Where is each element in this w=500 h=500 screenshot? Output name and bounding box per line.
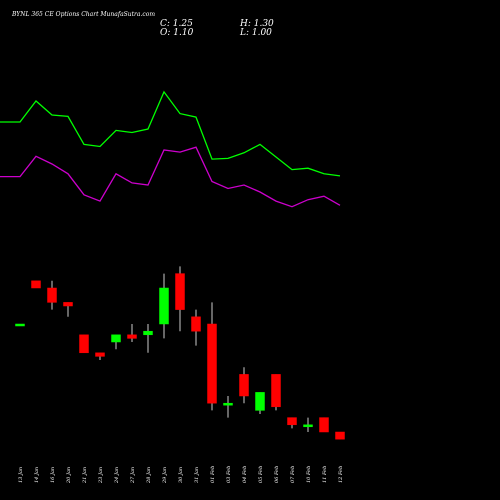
x-tick-label: 04 Feb xyxy=(242,466,248,483)
candle-body xyxy=(191,316,201,332)
x-tick-label: 16 Jan xyxy=(50,467,56,483)
x-axis-ticks: 13 Jan 14 Jan 16 Jan 20 Jan 21 Jan 23 Jan 24 J… xyxy=(18,466,344,484)
candle-body xyxy=(287,417,297,426)
x-tick-label: 30 Jan xyxy=(178,467,184,483)
high-value: H: 1.30 xyxy=(240,19,274,29)
candle xyxy=(223,396,233,418)
candle-body xyxy=(63,302,73,307)
candle xyxy=(191,309,201,346)
candle-body xyxy=(255,392,265,411)
candle xyxy=(255,392,265,414)
candle-body xyxy=(79,334,89,354)
upper-band-line xyxy=(0,90,341,177)
candle xyxy=(175,266,185,332)
candle-body xyxy=(111,334,121,343)
bands-layer xyxy=(0,90,341,208)
x-tick-label: 11 Feb xyxy=(322,466,328,483)
candle xyxy=(159,273,169,339)
candle xyxy=(31,280,41,289)
x-tick-label: 01 Feb xyxy=(210,466,216,483)
candle-body xyxy=(47,287,57,303)
candle-body xyxy=(239,374,249,397)
candle-body xyxy=(31,280,41,289)
x-tick-label: 29 Jan xyxy=(162,467,168,484)
candle xyxy=(63,302,73,317)
x-tick-label: 24 Jan xyxy=(114,467,120,484)
x-tick-label: 23 Jan xyxy=(98,467,104,484)
candle xyxy=(15,323,25,327)
candle xyxy=(335,431,345,440)
x-tick-label: 31 Jan xyxy=(194,467,200,483)
close-value: C: 1.25 xyxy=(160,19,193,29)
low-value: L: 1.00 xyxy=(240,28,272,38)
x-tick-label: 06 Feb xyxy=(274,466,280,483)
x-tick-label: 21 Jan xyxy=(82,467,88,484)
candle-body xyxy=(15,323,25,327)
x-tick-label: 07 Feb xyxy=(290,466,296,483)
candle xyxy=(111,334,121,350)
candle xyxy=(79,334,89,354)
candle-body xyxy=(127,334,137,339)
candle-body xyxy=(207,323,217,404)
x-tick-label: 27 Jan xyxy=(130,467,136,484)
x-tick-label: 14 Jan xyxy=(34,467,40,483)
lower-band-line xyxy=(0,146,341,208)
candle xyxy=(127,324,137,342)
x-tick-label: 05 Feb xyxy=(258,466,264,483)
open-value: O: 1.10 xyxy=(160,28,194,38)
x-tick-label: 10 Feb xyxy=(306,466,312,483)
candle xyxy=(271,374,281,411)
candle-body xyxy=(143,330,153,336)
candle xyxy=(303,417,313,432)
candle xyxy=(143,324,153,353)
x-tick-label: 28 Jan xyxy=(146,467,152,484)
candle-body xyxy=(159,287,169,325)
x-tick-label: 03 Feb xyxy=(226,466,232,483)
candles-layer xyxy=(15,266,345,440)
candle xyxy=(47,280,57,310)
candle-body xyxy=(303,424,313,428)
candle xyxy=(287,417,297,429)
x-tick-label: 20 Jan xyxy=(66,467,72,484)
candle-body xyxy=(175,273,185,310)
x-tick-label: 13 Jan xyxy=(18,467,24,483)
candle-body xyxy=(223,402,233,406)
candle-body xyxy=(319,417,329,433)
candle-body xyxy=(95,352,105,357)
candle xyxy=(319,417,329,433)
candle xyxy=(207,302,217,411)
candle-body xyxy=(335,431,345,440)
candle-body xyxy=(271,374,281,408)
candle xyxy=(239,367,249,404)
candle xyxy=(95,352,105,360)
chart-title: BYNL 365 CE Options Chart MunafaSutra.co… xyxy=(12,11,156,18)
x-tick-label: 12 Feb xyxy=(338,466,344,483)
